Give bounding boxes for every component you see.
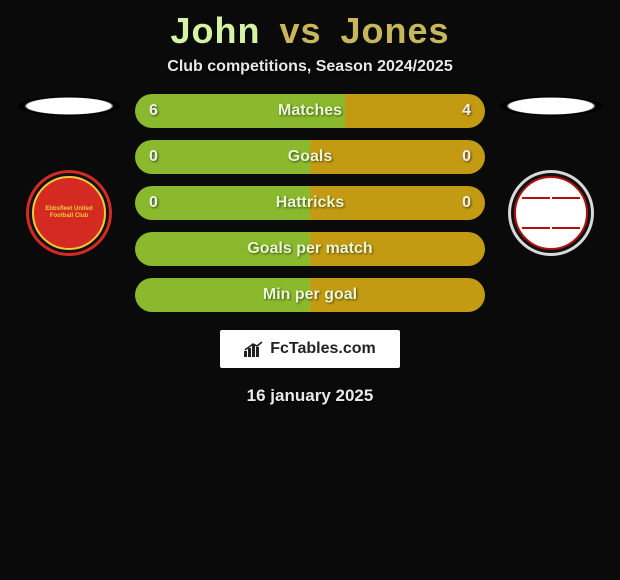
- stats-column: Matches64Goals00Hattricks00Goals per mat…: [135, 94, 485, 312]
- player1-photo-placeholder: [18, 96, 120, 116]
- player1-name: John: [170, 10, 260, 51]
- stat-label: Goals: [135, 140, 485, 174]
- stat-label: Min per goal: [135, 278, 485, 312]
- stat-row: Goals per match: [135, 232, 485, 266]
- stat-value-right: 0: [462, 140, 471, 174]
- main-row: Ebbsfleet United Football Club Matches6 4…: [0, 94, 620, 312]
- chart-icon: [244, 341, 264, 357]
- stat-value-left: 0: [149, 140, 158, 174]
- club-crest-left-inner: Ebbsfleet United Football Club: [32, 176, 106, 250]
- stat-value-right: 4: [462, 94, 471, 128]
- stat-label: Goals per match: [135, 232, 485, 266]
- stat-label: Hattricks: [135, 186, 485, 220]
- stat-row: Goals0 0: [135, 140, 485, 174]
- stat-value-left: 0: [149, 186, 158, 220]
- branding-badge: FcTables.com: [220, 330, 400, 368]
- date-label: 16 january 2025: [247, 386, 374, 406]
- club-crest-right-inner: [514, 176, 588, 250]
- stat-value-right: 0: [462, 186, 471, 220]
- left-side: Ebbsfleet United Football Club: [9, 94, 129, 256]
- right-side: [491, 94, 611, 256]
- stat-label: Matches: [135, 94, 485, 128]
- player2-photo-placeholder: [500, 96, 602, 116]
- vs-label: vs: [279, 10, 321, 51]
- stat-row: Matches6 4: [135, 94, 485, 128]
- branding-text: FcTables.com: [270, 340, 376, 358]
- player2-name: Jones: [341, 10, 450, 51]
- club-crest-right: [508, 170, 594, 256]
- title: John vs Jones: [170, 10, 449, 52]
- stat-row: Hattricks0 0: [135, 186, 485, 220]
- stat-value-left: 6: [149, 94, 158, 128]
- subtitle: Club competitions, Season 2024/2025: [167, 58, 452, 76]
- stat-row: Min per goal: [135, 278, 485, 312]
- comparison-card: John vs Jones Club competitions, Season …: [0, 0, 620, 406]
- club-crest-left: Ebbsfleet United Football Club: [26, 170, 112, 256]
